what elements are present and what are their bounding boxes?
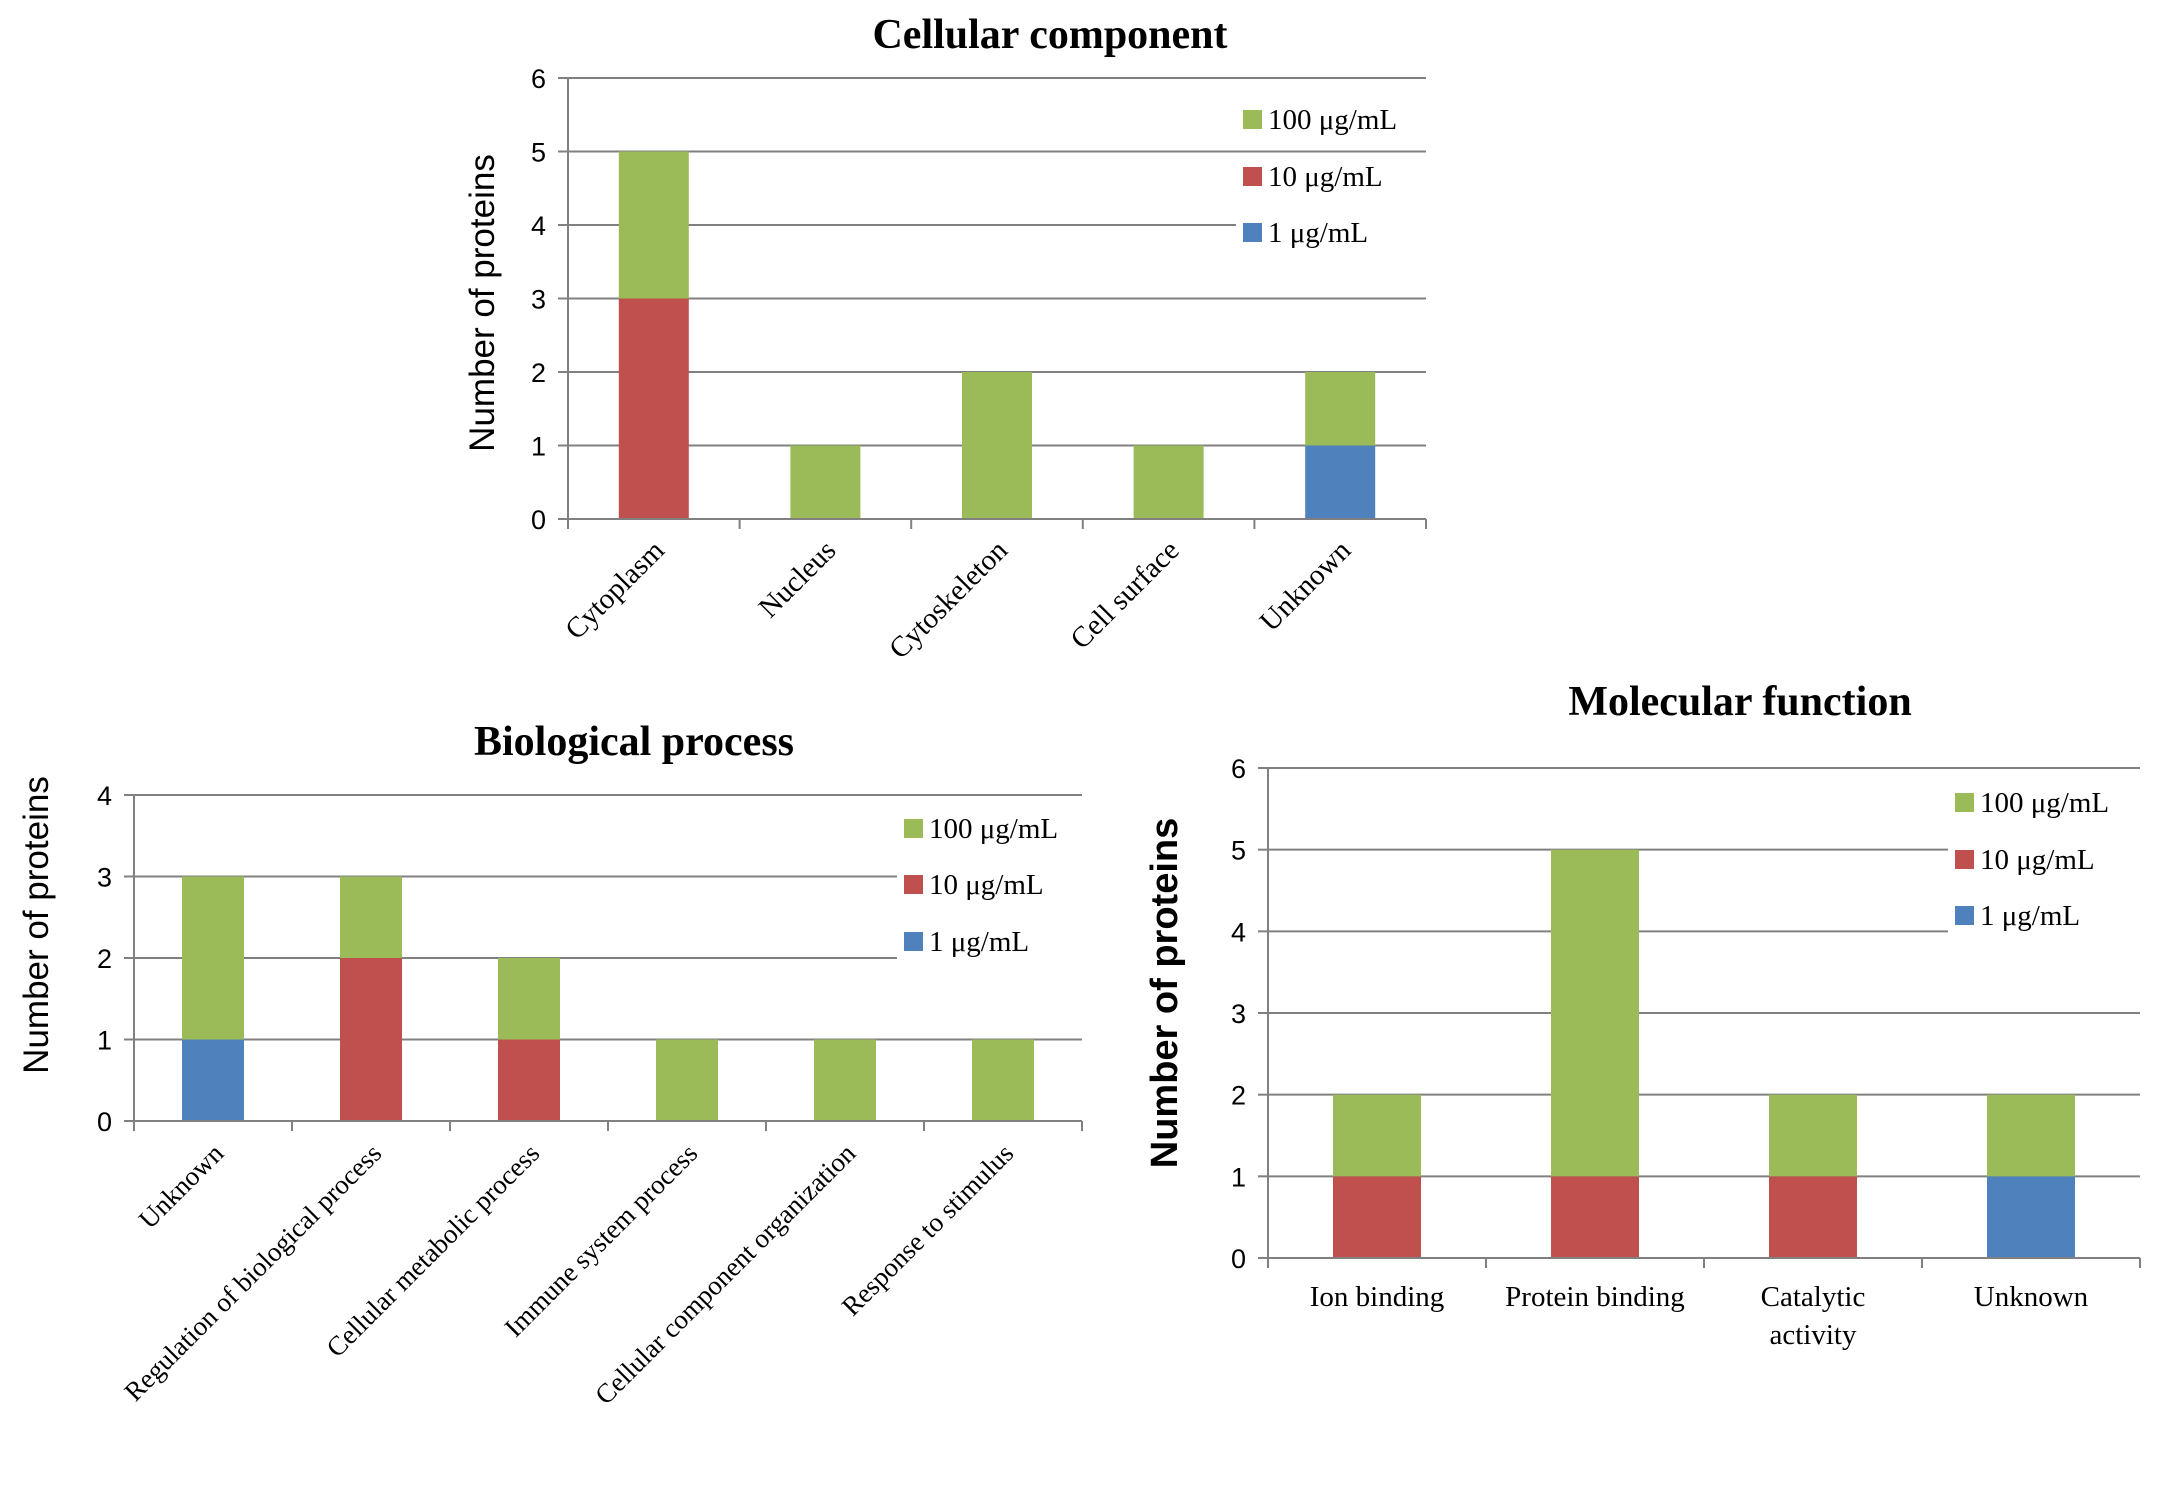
legend-swatch-100 (904, 819, 923, 838)
chart-biological-title: Biological process (474, 719, 794, 765)
bar-segment-c10 (1333, 1176, 1421, 1258)
y-tick-label: 1 (97, 1026, 112, 1056)
chart-biological-bars (182, 876, 1034, 1121)
chart-molecular-bars (1333, 849, 2075, 1258)
bar-segment-c100 (340, 876, 402, 958)
legend-label-1: 1 μg/mL (1980, 900, 2080, 932)
y-tick-label: 2 (97, 944, 112, 974)
y-tick-label: 6 (531, 64, 546, 94)
x-tick-label: Regulation of biological process (118, 1138, 387, 1407)
bar-segment-c100 (1987, 1094, 2075, 1177)
y-tick-label: 4 (97, 781, 112, 811)
chart-molecular-y-ticks: 0 1 2 3 4 5 6 (1231, 754, 1268, 1274)
bar-segment-c1 (182, 1039, 244, 1121)
bar-segment-c10 (1551, 1176, 1639, 1258)
legend-swatch-1 (1243, 223, 1262, 242)
chart-molecular-title: Molecular function (1568, 679, 1911, 725)
y-tick-label: 4 (531, 211, 546, 241)
bar-segment-c100 (656, 1039, 718, 1121)
chart-cellular-title: Cellular component (872, 12, 1227, 58)
bar-segment-c100 (618, 151, 689, 299)
legend-swatch-100 (1955, 793, 1974, 812)
bar-segment-c100 (1133, 445, 1204, 519)
x-tick-label: Unknown (1254, 534, 1358, 638)
x-tick-label: Cellular component organization (589, 1138, 862, 1411)
chart-cellular-bars (618, 151, 1376, 519)
legend-label-1: 1 μg/mL (1268, 217, 1368, 249)
legend-label-10: 10 μg/mL (1980, 844, 2095, 876)
bar-segment-c100 (1305, 372, 1376, 446)
x-tick-label: Nucleus (753, 534, 843, 624)
bar-segment-c10 (340, 958, 402, 1121)
bar-segment-c100 (182, 876, 244, 1040)
legend-label-100: 100 μg/mL (1268, 104, 1397, 136)
legend-swatch-10 (904, 875, 923, 894)
chart-molecular-x-ticks: Ion binding Protein binding Catalytic activ… (1267, 1258, 2141, 1351)
legend-label-100: 100 μg/mL (1980, 787, 2109, 819)
y-tick-label: 0 (1231, 1244, 1246, 1274)
y-tick-label: 3 (1231, 999, 1246, 1029)
x-tick-label: Protein binding (1505, 1281, 1685, 1313)
bar-segment-c100 (498, 958, 560, 1040)
legend-label-100: 100 μg/mL (929, 813, 1058, 845)
bar-segment-c1 (1987, 1176, 2075, 1258)
y-tick-label: 4 (1231, 917, 1246, 947)
y-tick-label: 1 (531, 432, 546, 462)
chart-biological-y-ticks: 0 1 2 3 4 (97, 781, 134, 1137)
legend-swatch-10 (1955, 850, 1974, 869)
bar-segment-c100 (1333, 1094, 1421, 1177)
y-tick-label: 5 (531, 138, 546, 168)
chart-molecular-legend: 100 μg/mL 10 μg/mL 1 μg/mL (1955, 787, 2109, 932)
legend-label-10: 10 μg/mL (929, 869, 1044, 901)
bar-segment-c100 (962, 372, 1032, 519)
y-tick-label: 3 (531, 285, 546, 315)
chart-biological-ylabel: Number of proteins (17, 776, 56, 1074)
x-tick-label: Ion binding (1310, 1281, 1445, 1313)
chart-biological-legend: 100 μg/mL 10 μg/mL 1 μg/mL (904, 813, 1058, 958)
bar-segment-c100 (972, 1039, 1034, 1121)
legend-swatch-1 (1955, 906, 1974, 925)
chart-biological-gridlines (134, 794, 1082, 1041)
chart-biological-process: Biological process Number of proteins 0 1… (17, 719, 1083, 1411)
x-tick-label: Response to stimulus (836, 1138, 1020, 1322)
legend-label-1: 1 μg/mL (929, 926, 1029, 958)
y-tick-label: 5 (1231, 836, 1246, 866)
legend-label-10: 10 μg/mL (1268, 161, 1383, 193)
y-tick-label: 1 (1231, 1162, 1246, 1192)
chart-molecular-ylabel: Number of proteins (1144, 818, 1186, 1168)
bar-segment-c10 (498, 1039, 560, 1121)
bar-segment-c1 (1305, 445, 1376, 519)
x-tick-label: Cytoplasm (559, 534, 671, 646)
chart-cellular-y-ticks: 0 1 2 3 4 5 6 (531, 64, 568, 535)
y-tick-label: 6 (1231, 754, 1246, 784)
legend-swatch-1 (904, 932, 923, 951)
y-tick-label: 0 (531, 505, 546, 535)
y-tick-label: 0 (97, 1107, 112, 1137)
chart-cellular-legend: 100 μg/mL 10 μg/mL 1 μg/mL (1243, 104, 1397, 249)
chart-cellular-component: Cellular component Number of proteins 0 1… (463, 12, 1427, 665)
legend-swatch-100 (1243, 110, 1262, 129)
chart-cellular-x-ticks: Cytoplasm Nucleus Cytoskeleton Cell surface… (559, 519, 1427, 665)
bar-segment-c10 (618, 298, 689, 519)
x-tick-label: Cell surface (1064, 534, 1185, 655)
bar-segment-c100 (1769, 1094, 1857, 1177)
bar-segment-c10 (1769, 1176, 1857, 1258)
x-tick-label: Unknown (1974, 1281, 2089, 1313)
x-tick-label: Catalytic activity (1761, 1281, 1866, 1351)
bar-segment-c100 (814, 1039, 876, 1121)
chart-cellular-ylabel: Number of proteins (463, 154, 502, 452)
bar-segment-c100 (1551, 849, 1639, 1177)
x-tick-label: Cytoskeleton (883, 534, 1014, 665)
y-tick-label: 3 (97, 863, 112, 893)
legend-swatch-10 (1243, 167, 1262, 186)
chart-molecular-function: Molecular function Number of proteins 0 1… (1144, 679, 2141, 1351)
x-tick-label: Unknown (133, 1138, 230, 1235)
y-tick-label: 2 (531, 358, 546, 388)
y-tick-label: 2 (1231, 1081, 1246, 1111)
bar-segment-c100 (790, 445, 861, 519)
